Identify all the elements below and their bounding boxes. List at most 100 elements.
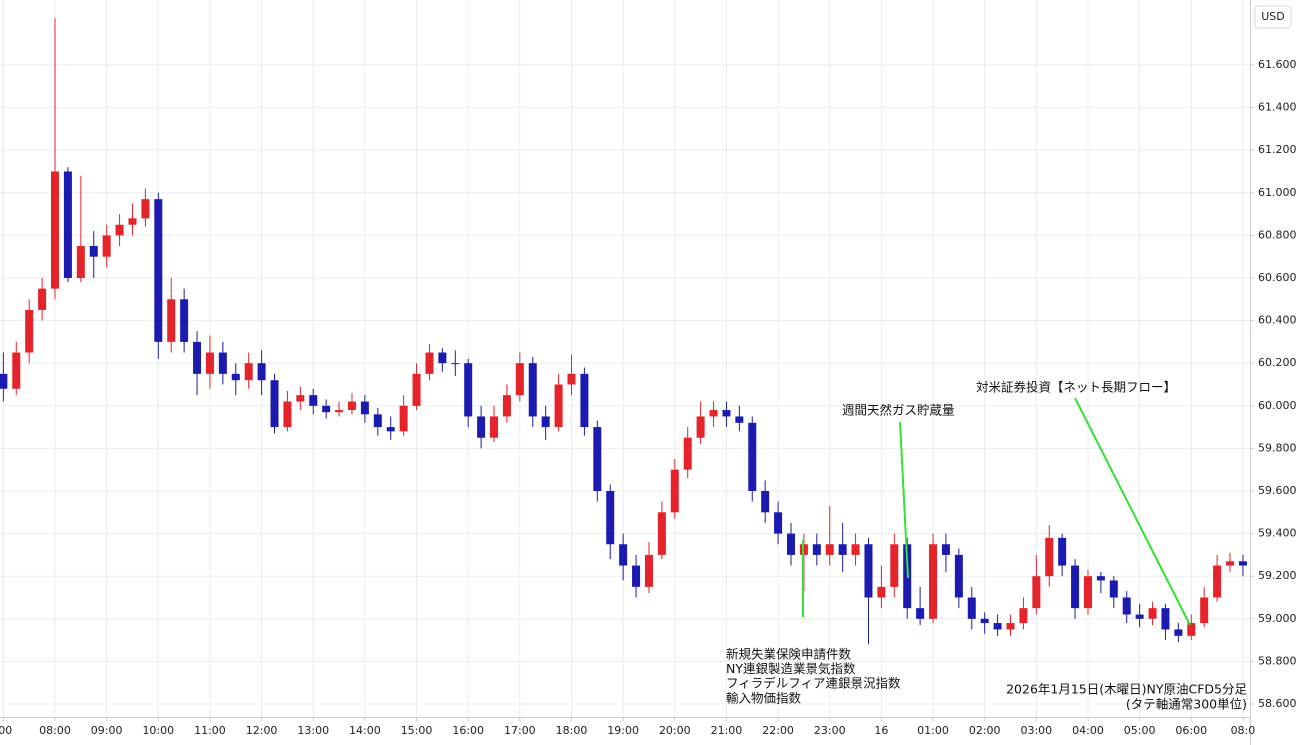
x-tick-label: 18:00 [556, 724, 588, 737]
candle-body [1032, 576, 1041, 609]
candle-body [154, 199, 163, 342]
candle-body [425, 352, 434, 374]
candle-body [490, 416, 499, 438]
y-tick-label: 59.000 [1258, 612, 1297, 625]
candle-body [683, 437, 692, 470]
annotation-text: 新規失業保険申請件数 [726, 647, 852, 662]
y-tick-label: 60.400 [1258, 314, 1297, 327]
currency-label: USD [1261, 10, 1285, 23]
candle-body [515, 363, 524, 396]
candle-body [1226, 561, 1235, 566]
y-tick-label: 61.400 [1258, 101, 1297, 114]
footnote: 2026年1月15日(木曜日)NY原油CFD5分足 [1006, 682, 1247, 697]
candle-body [967, 597, 976, 619]
candle-body [774, 512, 783, 534]
x-tick-label: 19:00 [607, 724, 639, 737]
candle-body [1019, 608, 1028, 624]
candle-body [761, 490, 770, 513]
candle-body [1135, 614, 1144, 619]
annotation-text: 輸入物価指数 [726, 690, 802, 705]
candle-body [1122, 597, 1131, 615]
candle-body [1045, 537, 1054, 577]
candle-body [231, 373, 240, 381]
x-tick-label: 20:00 [659, 724, 691, 737]
x-tick-label: 22:00 [762, 724, 794, 737]
candle-body [167, 299, 176, 342]
candle-body [1109, 580, 1118, 598]
footnote: (タテ軸通常300単位) [1126, 697, 1247, 712]
candle-body [115, 224, 124, 236]
candle-body [180, 299, 189, 342]
candle-body [76, 246, 85, 278]
x-tick-label: 21:00 [711, 724, 743, 737]
y-tick-label: 58.800 [1258, 654, 1297, 667]
candle-body [141, 199, 150, 219]
candle-body [696, 416, 705, 438]
candle-body [929, 544, 938, 619]
annotation-text: NY連銀製造業景気指数 [726, 661, 856, 676]
x-tick-label: 17:00 [504, 724, 536, 737]
currency-badge[interactable] [1254, 5, 1292, 29]
candle-body [205, 352, 214, 374]
candle-body [360, 401, 369, 415]
x-tick-label: 08:00 [39, 724, 71, 737]
candle-body [12, 352, 21, 389]
x-tick-label: 09:00 [91, 724, 123, 737]
candle-body [644, 554, 653, 587]
candle-body [916, 608, 925, 619]
candle-body [1238, 561, 1247, 566]
candle-body [438, 352, 447, 364]
x-tick-label: 04:00 [1072, 724, 1104, 737]
candle-body [347, 401, 356, 411]
candle-body [722, 410, 731, 417]
x-tick-label: 11:00 [194, 724, 226, 737]
x-tick-label: 10:00 [142, 724, 174, 737]
candle-body [296, 395, 305, 402]
candle-body [257, 363, 266, 381]
candle-body [51, 171, 60, 289]
candle-body [102, 235, 111, 257]
candle-body [890, 544, 899, 587]
annotations: 新規失業保険申請件数NY連銀製造業景気指数フィラデルフィア連銀景況指数輸入物価指… [726, 380, 1247, 712]
y-tick-label: 60.800 [1258, 228, 1297, 241]
y-tick-label: 59.600 [1258, 484, 1297, 497]
candle-body [606, 490, 615, 545]
x-tick-label: 03:00 [1020, 724, 1052, 737]
candle-body [309, 395, 318, 406]
candle-body [954, 554, 963, 598]
annotation-leader [899, 421, 909, 579]
candle-body [580, 373, 589, 428]
annotation-text: 週間天然ガス貯蔵量 [842, 403, 955, 418]
x-tick-label: 13:00 [297, 724, 329, 737]
y-tick-label: 61.200 [1258, 143, 1297, 156]
y-tick-label: 59.400 [1258, 527, 1297, 540]
y-tick-label: 60.600 [1258, 271, 1297, 284]
x-tick-label: 12:00 [246, 724, 278, 737]
candle-body [1071, 565, 1080, 609]
x-tick-label: 06:00 [1175, 724, 1207, 737]
candle-body [283, 401, 292, 428]
candle-body [567, 373, 576, 385]
candle-body [541, 416, 550, 428]
x-tick-label: 16 [874, 724, 888, 737]
candle-body [709, 410, 718, 417]
x-tick-label: :00 [0, 724, 12, 737]
candle-body [735, 416, 744, 423]
x-tick-label: 01:00 [917, 724, 949, 737]
candle-body [993, 623, 1002, 630]
x-tick-label: 23:00 [814, 724, 846, 737]
candles [0, 18, 1247, 645]
y-tick-label: 59.200 [1258, 569, 1297, 582]
candle-body [1083, 576, 1092, 609]
axes: 58.600 58.800 59.000 59.200 59.400 59.600 59.8… [0, 58, 1297, 737]
candle-body [1096, 576, 1105, 581]
candle-body [0, 373, 8, 389]
annotation-text: フィラデルフィア連銀景況指数 [726, 676, 901, 691]
candle-body [25, 309, 34, 353]
candle-body [1200, 597, 1209, 624]
candle-body [412, 373, 421, 406]
annotation-leader [1074, 397, 1191, 626]
candle-body [451, 363, 460, 365]
